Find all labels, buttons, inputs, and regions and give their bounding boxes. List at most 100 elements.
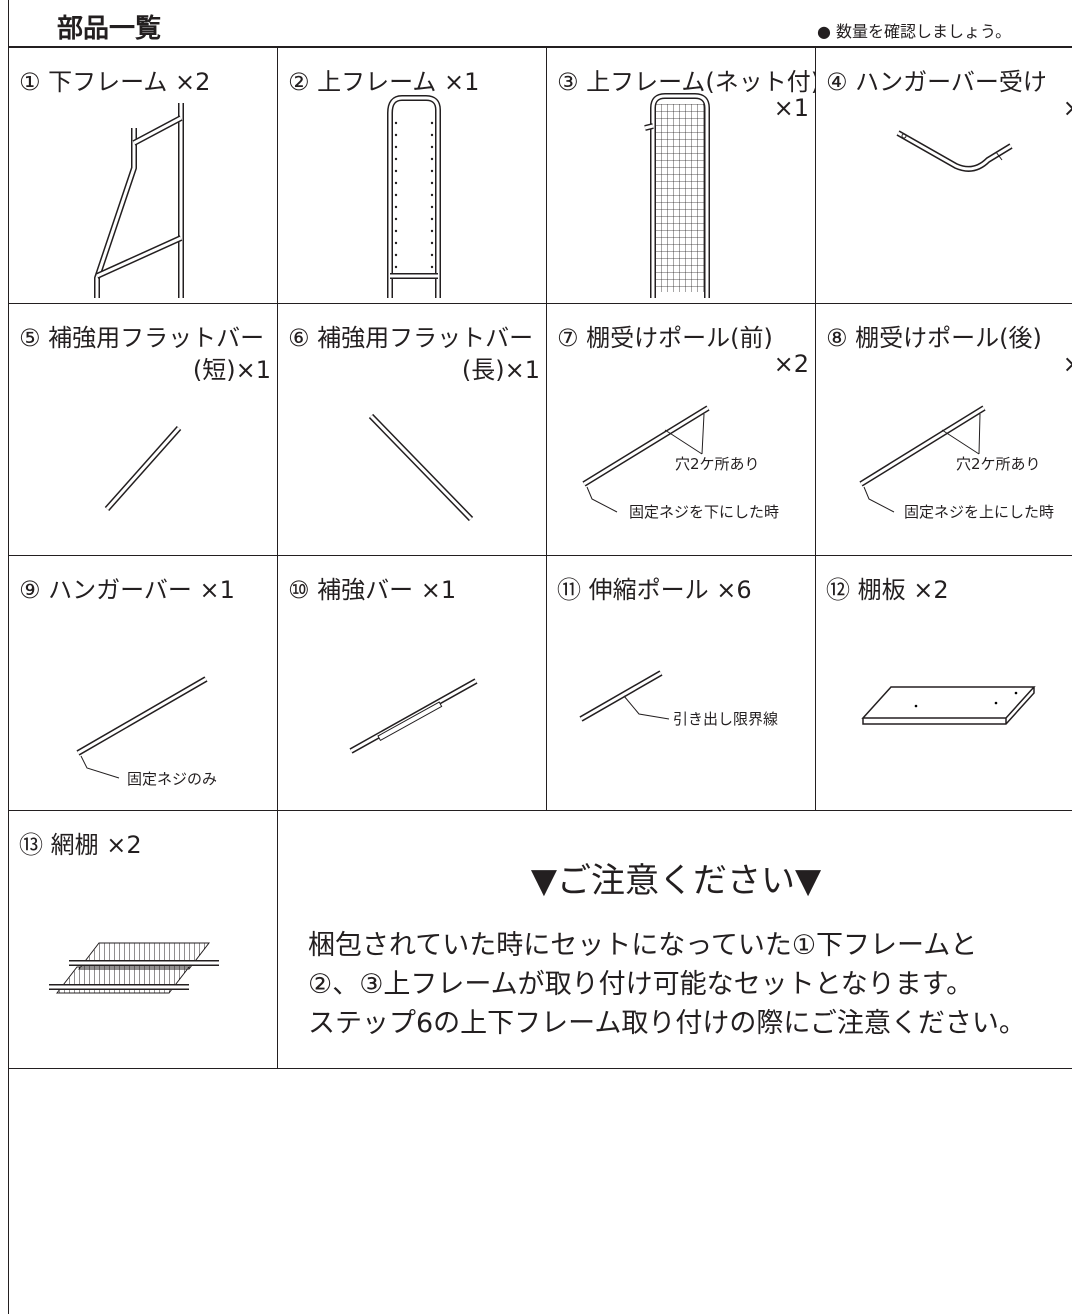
drawing-stroke — [394, 157, 398, 161]
drawing-stroke — [80, 755, 120, 779]
part-cell: ④ ハンガーバー受け ×2 — [815, 47, 1072, 304]
part-cell: ① 下フレーム ×2 — [8, 47, 278, 304]
drawing-stroke — [394, 133, 398, 137]
drawing-stroke — [430, 157, 434, 161]
notice-box: ▼ご注意ください▼ 梱包されていた時にセットになっていた①下フレームと ②、③上フレ… — [277, 810, 1072, 1069]
drawing-stroke — [394, 181, 398, 185]
header-title: 部品一覧 — [57, 14, 162, 44]
drawing-stroke — [394, 145, 398, 149]
part-cell: ⑩ 補強バー ×1 — [277, 555, 547, 811]
part-label: ① 下フレーム ×2 — [19, 68, 211, 96]
drawing-stroke — [77, 677, 207, 755]
drawing-stroke — [394, 193, 398, 197]
drawing-stroke — [369, 414, 473, 521]
part-cell: 引き出し限界線 ⑪ 伸縮ポール ×6 — [546, 555, 816, 811]
part-illustration: 引き出し限界線 — [579, 670, 778, 728]
part-cell: 穴2ケ所あり 固定ネジを下にした時 ⑦ 棚受けポール(前) ×2 — [546, 303, 816, 556]
drawing-stroke — [995, 151, 1003, 161]
drawing-stroke — [105, 427, 181, 510]
drawing-stroke — [430, 217, 434, 221]
part-illustration — [368, 413, 474, 522]
header-note: ● 数量を確認しましょう。 — [817, 22, 1012, 41]
drawing-stroke — [430, 229, 434, 233]
drawing-stroke — [394, 265, 398, 269]
drawing-stroke — [430, 193, 434, 197]
part-quantity: ×2 — [1063, 350, 1072, 378]
part-cell: 固定ネジのみ ⑨ ハンガーバー ×1 — [8, 555, 278, 811]
drawing-stroke — [623, 695, 670, 720]
part-label: ④ ハンガーバー受け — [826, 68, 1047, 96]
drawing-stroke — [901, 133, 907, 139]
part-label: ⑨ ハンガーバー ×1 — [19, 576, 235, 604]
notice-line: ステップ6の上下フレーム取り付けの際にご注意ください。 — [308, 1008, 1026, 1039]
part-note: 固定ネジのみ — [127, 770, 217, 788]
part-label: ② 上フレーム ×1 — [288, 68, 480, 96]
drawing-stroke — [388, 96, 440, 298]
drawing-stroke — [430, 253, 434, 257]
drawing-stroke — [394, 217, 398, 221]
drawing-stroke — [860, 406, 985, 486]
drawing-stroke — [430, 241, 434, 245]
part-illustration — [861, 686, 1036, 725]
notice-line: 梱包されていた時にセットになっていた①下フレームと — [308, 930, 978, 961]
part-note: 固定ネジを下にした時 — [629, 503, 779, 521]
drawing-stroke — [430, 145, 434, 149]
drawing-stroke — [861, 686, 1036, 725]
part-illustration — [644, 93, 710, 298]
part-cell: ⑫ 棚板 ×2 — [815, 555, 1072, 811]
part-illustration — [49, 942, 219, 994]
part-illustration: 固定ネジのみ — [76, 676, 217, 788]
part-cell: ③ 上フレーム(ネット付) ×1 — [546, 47, 820, 304]
part-label: ⑫ 棚板 ×2 — [826, 576, 949, 604]
drawing-stroke — [377, 701, 443, 742]
drawing-stroke — [430, 205, 434, 209]
part-cell: ② 上フレーム ×1 — [277, 47, 547, 304]
part-illustration — [896, 130, 1013, 172]
drawing-stroke — [653, 104, 705, 292]
part-label: ⑦ 棚受けポール(前) — [557, 324, 773, 352]
part-note: 穴2ケ所あり — [956, 455, 1041, 473]
drawing-stroke — [644, 124, 654, 130]
drawing-stroke — [897, 131, 1012, 171]
part-quantity: (長)×1 — [461, 356, 540, 384]
part-label: ⑤ 補強用フラットバー — [19, 324, 265, 352]
part-illustration — [387, 95, 441, 298]
part-quantity: ×2 — [773, 350, 809, 378]
drawing-stroke — [430, 169, 434, 173]
drawing-stroke — [580, 671, 662, 721]
drawing-stroke — [1014, 691, 1018, 695]
header: 部品一覧 ● 数量を確認しましょう。 — [8, 0, 1072, 47]
notice-title: ▼ご注意ください▼ — [530, 861, 822, 901]
drawing-stroke — [394, 169, 398, 173]
part-label: ⑧ 棚受けポール(後) — [826, 324, 1042, 352]
part-illustration — [104, 426, 182, 511]
drawing-stroke — [394, 241, 398, 245]
drawing-stroke — [394, 121, 398, 125]
drawing-stroke — [994, 701, 998, 705]
part-illustration — [349, 678, 478, 754]
part-label: ③ 上フレーム(ネット付) — [557, 68, 821, 96]
drawing-stroke — [863, 413, 981, 513]
drawing-stroke — [387, 95, 441, 298]
drawing-stroke — [430, 181, 434, 185]
drawing-stroke — [430, 121, 434, 125]
drawing-stroke — [96, 236, 182, 278]
part-illustration — [94, 103, 184, 298]
drawing-stroke — [583, 406, 709, 486]
drawing-stroke — [394, 229, 398, 233]
part-cell: ⑥ 補強用フラットバー (長)×1 — [277, 303, 547, 556]
drawing-stroke — [133, 116, 182, 145]
drawing-stroke — [95, 128, 136, 298]
drawing-stroke — [586, 413, 705, 513]
notice-line: ②、③上フレームが取り付け可能なセットとなります。 — [308, 969, 974, 1000]
drawing-stroke — [914, 704, 918, 708]
part-label: ⑬ 網棚 ×2 — [19, 831, 142, 859]
part-cell: ⑬ 網棚 ×2 — [8, 810, 278, 1069]
drawing-stroke — [430, 265, 434, 269]
part-label: ⑩ 補強バー ×1 — [288, 576, 457, 604]
drawing-stroke — [394, 253, 398, 257]
